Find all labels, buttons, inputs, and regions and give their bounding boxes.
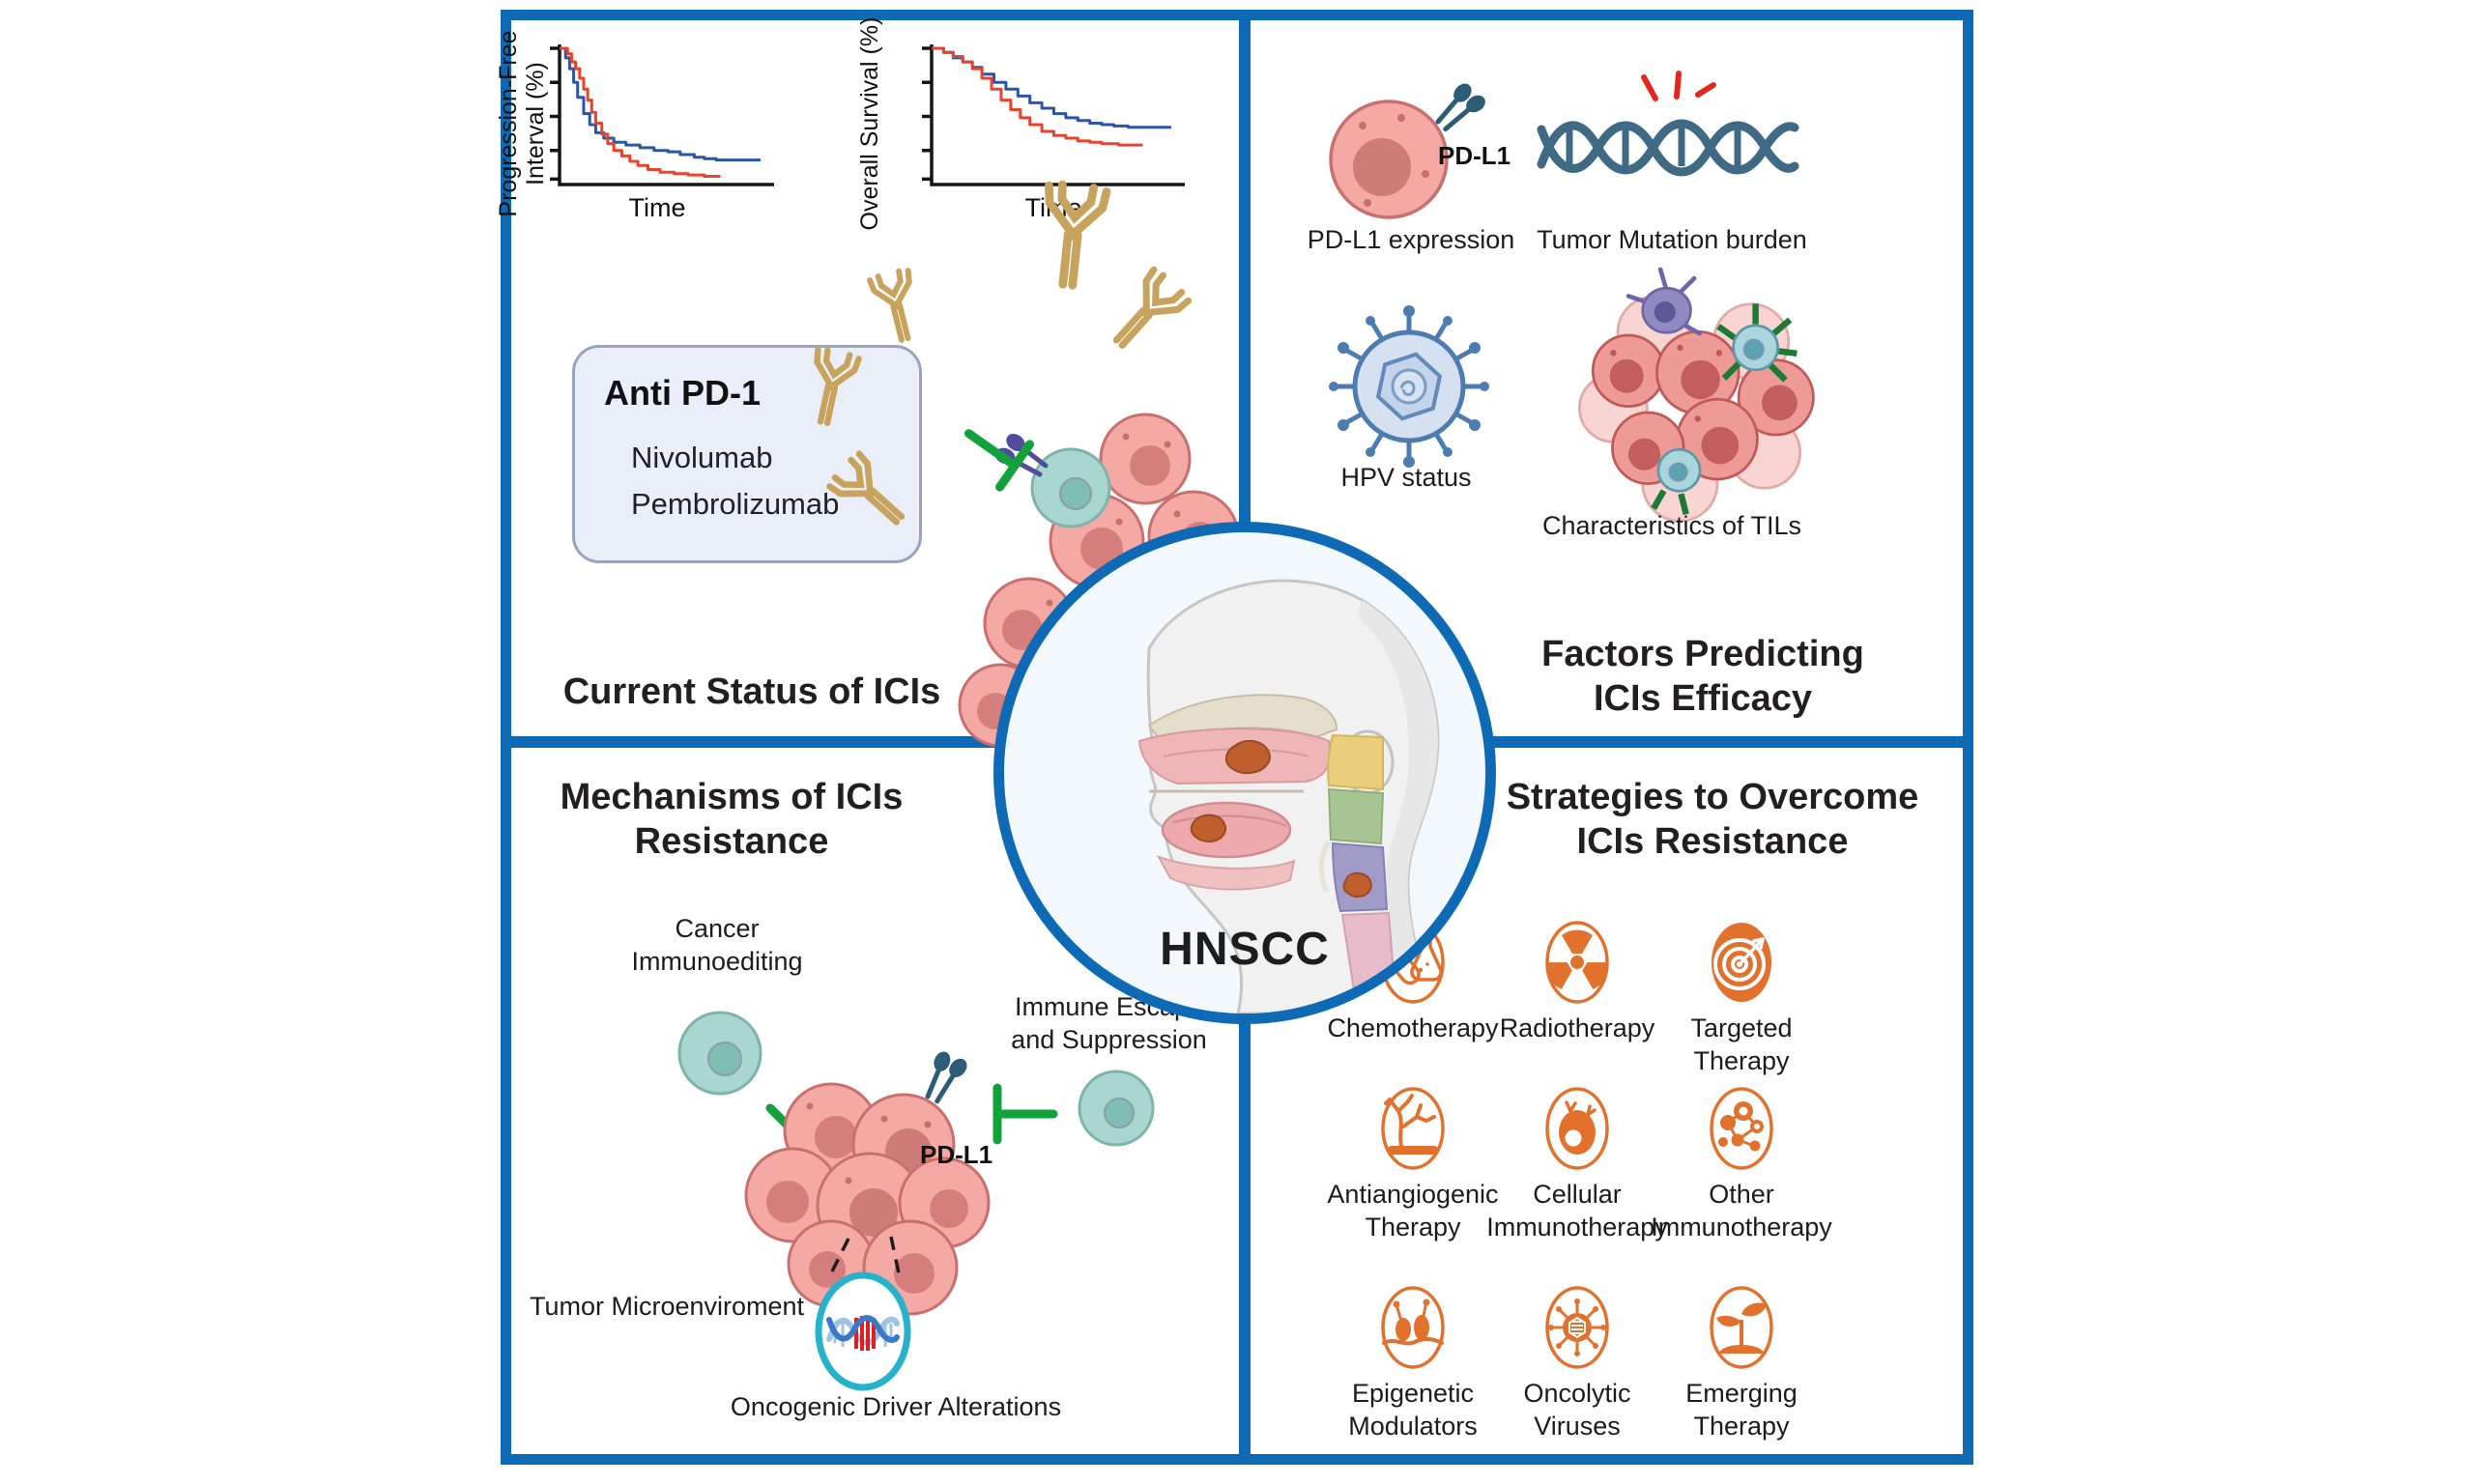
title-mechanisms: Mechanisms of ICIs Resistance	[560, 777, 904, 862]
tils-cluster-icon	[1578, 267, 1815, 523]
strategy-oncolytic-viruses: Oncolytic Viruses	[1476, 1283, 1679, 1443]
strategy-targeted-therapy: Targeted Therapy	[1640, 918, 1843, 1078]
pdl1-tag-bottom-left: PD-L1	[920, 1140, 993, 1169]
epigenetic-modulators-icon	[1381, 1286, 1445, 1369]
title-factors-predicting: Factors Predicting ICIs Efficacy	[1541, 634, 1864, 719]
til-cell-icon	[1716, 303, 1798, 383]
oncogenic-dna-icon	[815, 1271, 911, 1391]
drug-pembrolizumab: Pembrolizumab	[631, 487, 840, 521]
antibody-icon	[803, 349, 859, 427]
oncolytic-viruses-icon	[1545, 1286, 1609, 1369]
radiotherapy-icon	[1545, 921, 1609, 1004]
emerging-therapy-icon	[1710, 1286, 1773, 1369]
anti-pd1-box: Anti PD-1 Nivolumab Pembrolizumab	[572, 345, 922, 563]
strategy-emerging-therapy: Emerging Therapy	[1640, 1283, 1843, 1443]
caption-tumor-microenvironment: Tumor Microenviroment	[529, 1292, 805, 1321]
antibody-icon	[828, 452, 913, 535]
cellular-immunotherapy-icon	[1545, 1087, 1609, 1170]
pdl1-receptor-icon	[911, 1044, 975, 1104]
center-circle: HNSCC	[993, 522, 1496, 1024]
caption-hpv-status: HPV status	[1340, 463, 1472, 492]
title-strategies: Strategies to Overcome ICIs Resistance	[1506, 777, 1919, 862]
antibody-icon	[1039, 184, 1107, 288]
tumor-spots	[1190, 739, 1372, 899]
hpv-virus-icon	[1329, 305, 1489, 468]
antibody-icon	[1102, 269, 1190, 358]
head-illustration	[1137, 579, 1440, 1013]
t-cell	[1078, 1070, 1155, 1147]
t-cell	[677, 1011, 762, 1096]
antiangiogenic-icon	[1381, 1087, 1445, 1170]
dna-icon	[1537, 71, 1799, 177]
bottom-left-artwork	[677, 1011, 1155, 1391]
divider-vertical-bottom	[1239, 1014, 1251, 1455]
strategy-radiotherapy: Radiotherapy	[1476, 918, 1679, 1045]
antibody-icon	[870, 269, 924, 344]
os-chart-wrap	[899, 39, 1189, 213]
anti-pd1-title: Anti PD-1	[604, 373, 761, 413]
caption-tils: Characteristics of TILs	[1541, 511, 1802, 540]
divider-horizontal-left	[503, 736, 1000, 748]
strategy-other-immunotherapy: Other Immunotherapy	[1640, 1084, 1843, 1244]
top-right-artwork	[1329, 71, 1815, 523]
hnscc-label: HNSCC	[1160, 924, 1330, 975]
pdl1-tag-top-right: PD-L1	[1438, 141, 1511, 170]
dendritic-cell-icon	[1625, 267, 1702, 336]
pfi-chart	[550, 44, 774, 186]
caption-tmb: Tumor Mutation burden	[1537, 225, 1807, 254]
targeted-therapy-icon	[1712, 923, 1774, 1002]
strategy-cellular-immunotherapy: Cellular Immunotherapy	[1476, 1084, 1679, 1244]
pfi-x-axis-label: Time	[628, 193, 686, 222]
pdl1-receptor-icon	[1431, 80, 1488, 130]
strategy-antiangiogenic: Antiangiogenic Therapy	[1311, 1084, 1514, 1244]
t-cell	[1030, 447, 1111, 528]
til-cell-icon	[1651, 447, 1702, 516]
pfi-chart-wrap	[527, 39, 778, 213]
dashed-callout	[827, 1236, 901, 1278]
strategy-epigenetic: Epigenetic Modulators	[1311, 1283, 1514, 1443]
other-immunotherapy-icon	[1710, 1087, 1773, 1170]
divider-horizontal-right	[1490, 736, 1966, 748]
caption-pdl1-expression: PD-L1 expression	[1307, 225, 1515, 254]
caption-cancer-immunoediting: Cancer Immunoediting	[631, 914, 803, 976]
pdl1-cell-icon	[1329, 100, 1449, 219]
title-current-status: Current Status of ICIs	[562, 671, 941, 712]
os-chart	[922, 44, 1185, 186]
divider-vertical-top	[1239, 12, 1251, 526]
caption-oncogenic-driver: Oncogenic Driver Alterations	[730, 1392, 1062, 1421]
drug-nivolumab: Nivolumab	[631, 441, 773, 474]
inhibition-icon	[997, 1088, 1053, 1140]
